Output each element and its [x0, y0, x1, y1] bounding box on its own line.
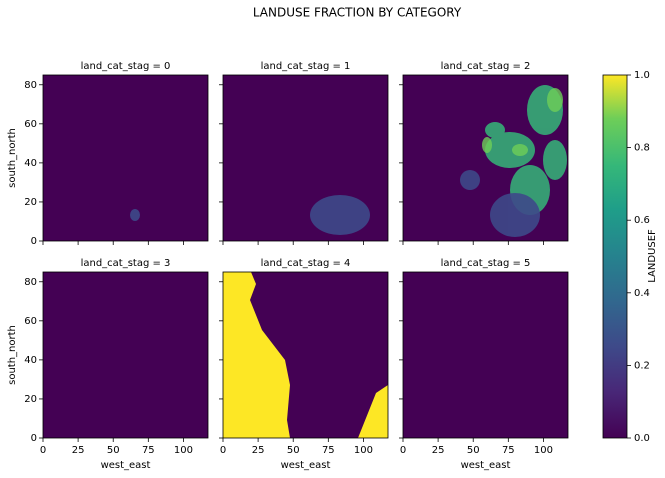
y-tick-label: 80 [24, 277, 37, 288]
panel-title: land_cat_stag = 4 [261, 258, 351, 269]
x-tick-label: 75 [502, 445, 515, 456]
panel-frame [42, 271, 209, 439]
x-tick-label: 100 [174, 445, 193, 456]
panel-frame [222, 74, 389, 242]
colorbar-label: LANDUSEF [647, 229, 658, 283]
panel-frame [402, 271, 569, 439]
x-tick-label: 0 [220, 445, 226, 456]
y-tick-label: 0 [31, 433, 37, 444]
panel-title: land_cat_stag = 0 [81, 61, 171, 72]
panel-frame [42, 74, 209, 242]
colorbar-tick-label: 1.0 [634, 70, 650, 81]
heatmap-panel [403, 272, 568, 438]
x-tick-label: 75 [142, 445, 155, 456]
colorbar-tick-label: 0.6 [634, 215, 650, 226]
x-tick-label: 50 [467, 445, 480, 456]
x-axis-label: west_east [101, 460, 151, 471]
x-axis-label: west_east [461, 460, 511, 471]
x-tick-label: 25 [252, 445, 265, 456]
y-tick-label: 40 [24, 158, 37, 169]
x-tick-label: 50 [107, 445, 120, 456]
chart-title: LANDUSE FRACTION BY CATEGORY [253, 6, 462, 20]
colorbar-tick-label: 0.8 [634, 143, 650, 154]
x-axis-label: west_east [281, 460, 331, 471]
y-tick-label: 40 [24, 355, 37, 366]
panel-title: land_cat_stag = 1 [261, 61, 351, 72]
y-tick-label: 80 [24, 80, 37, 91]
colorbar-tick-label: 0.4 [634, 288, 650, 299]
x-tick-label: 50 [287, 445, 300, 456]
heatmap-panel [43, 75, 208, 241]
colorbar-tick-label: 0.0 [634, 433, 650, 444]
colorbar: 0.0 0.2 0.4 0.6 0.8 1.0 [602, 70, 650, 444]
y-tick-label: 0 [31, 236, 37, 247]
x-tick-label: 75 [322, 445, 335, 456]
x-tick-label: 0 [40, 445, 46, 456]
y-tick-label: 60 [24, 316, 37, 327]
heatmap-panel [43, 272, 208, 438]
y-tick-label: 20 [24, 394, 37, 405]
y-axis-label: south_north [7, 128, 18, 188]
y-axis-label: south_north [7, 325, 18, 385]
panel-title: land_cat_stag = 3 [81, 258, 171, 269]
x-tick-label: 100 [354, 445, 373, 456]
panel-title: land_cat_stag = 5 [441, 258, 531, 269]
panel-title: land_cat_stag = 2 [441, 61, 531, 72]
y-tick-label: 20 [24, 197, 37, 208]
panel-frame [402, 74, 569, 242]
x-tick-label: 25 [72, 445, 85, 456]
image-texture [130, 85, 567, 438]
y-tick-label: 60 [24, 119, 37, 130]
x-tick-label: 100 [534, 445, 553, 456]
x-tick-label: 0 [400, 445, 406, 456]
axes: land_cat_stag = 0020406080south_northlan… [7, 61, 569, 471]
x-tick-label: 25 [432, 445, 445, 456]
panel-frame [222, 271, 389, 439]
colorbar-tick-label: 0.2 [634, 360, 650, 371]
colorbar-gradient [602, 74, 628, 439]
